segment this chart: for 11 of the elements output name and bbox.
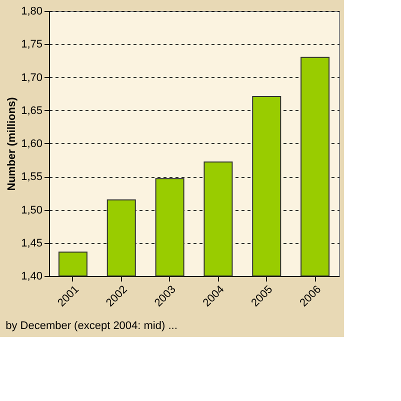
y-tick-label: 1,80 xyxy=(21,6,42,18)
text: by December (except 2004: mid) ... xyxy=(6,320,178,332)
y-tick-label: 1,75 xyxy=(21,38,42,51)
y-tick-label: 1,70 xyxy=(21,72,42,84)
y-tick-label: 1,50 xyxy=(21,204,42,216)
y-tick-label: 1,40 xyxy=(21,270,42,282)
y-tick-label: 1,60 xyxy=(21,138,42,150)
y-tick-label: 1,65 xyxy=(21,104,42,117)
y-tick-label: 1,45 xyxy=(21,237,42,250)
y-axis-title: Number (millions) xyxy=(6,96,18,191)
y-tick-label: 1,55 xyxy=(21,171,42,184)
